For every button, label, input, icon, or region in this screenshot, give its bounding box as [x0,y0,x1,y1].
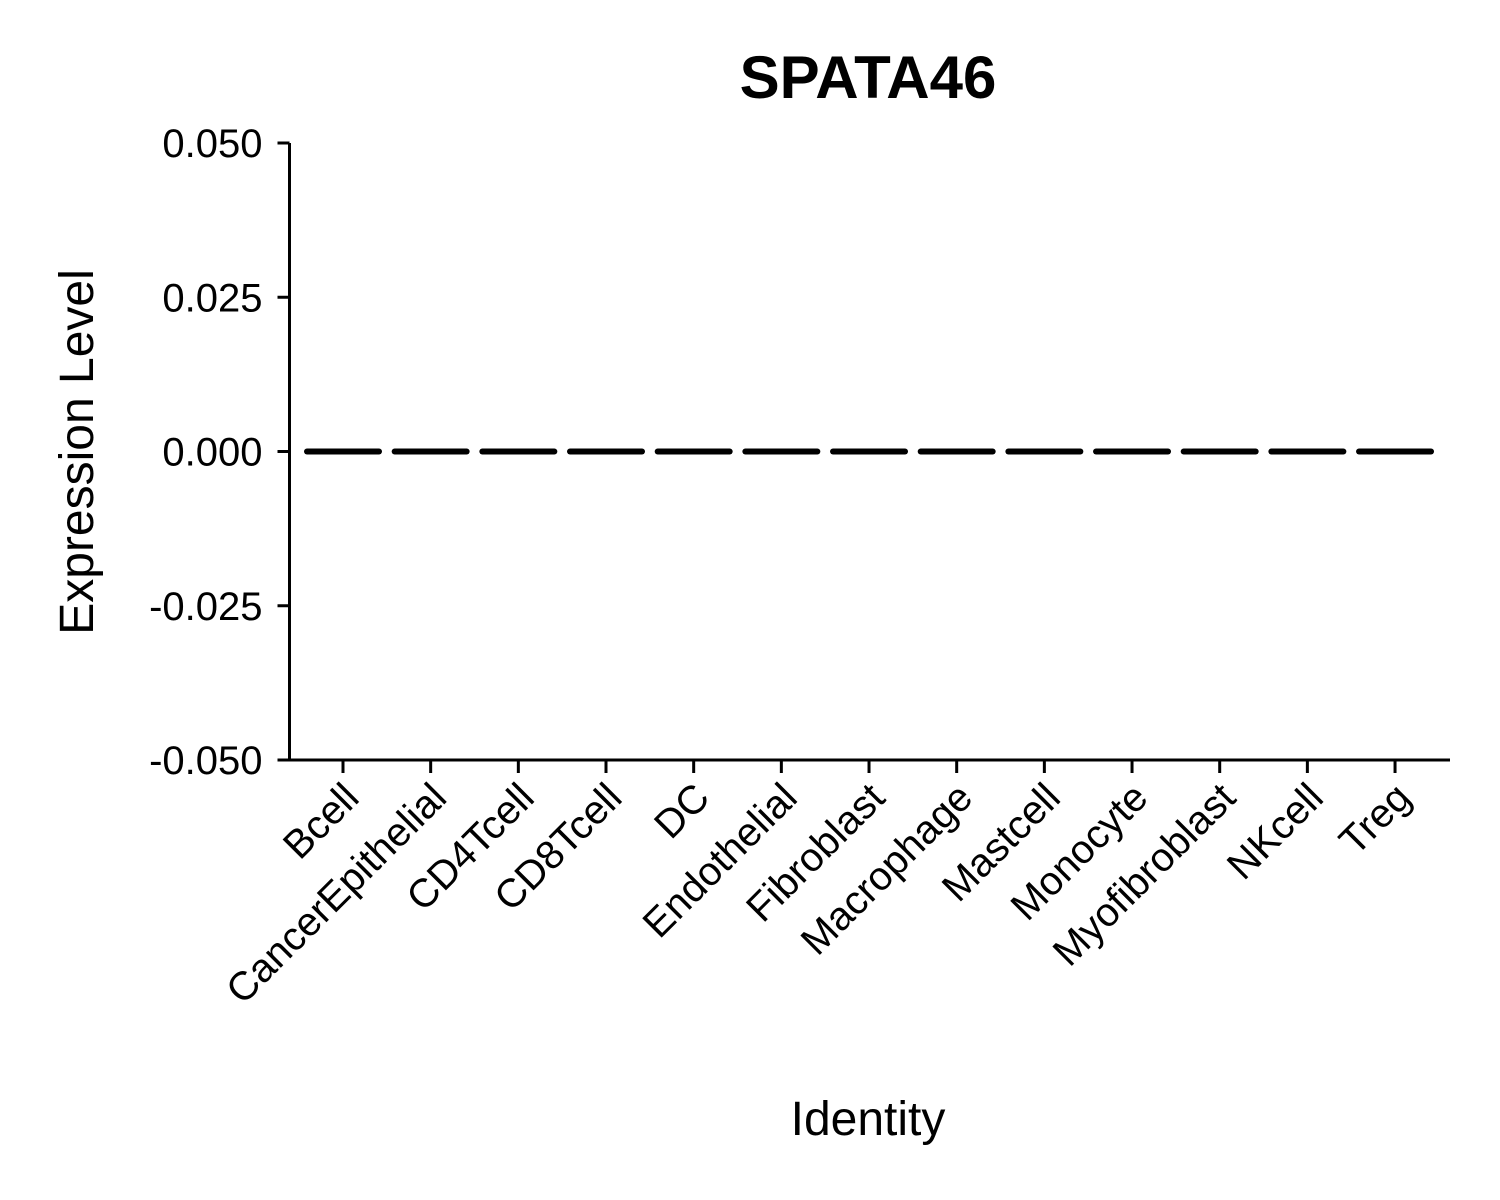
y-tick-label: 0.025 [162,276,262,320]
y-tick-label: -0.025 [149,585,262,629]
y-tick-label: -0.050 [149,739,262,783]
y-axis-title: Expression Level [51,269,104,635]
x-tick-label: NKcell [1219,775,1332,888]
x-axis-title: Identity [791,1093,946,1146]
y-axis-ticks: -0.050 -0.025 0.000 0.025 0.050 [149,122,290,783]
chart-title: SPATA46 [740,44,997,111]
x-tick-label: DC [646,775,718,847]
y-tick-label: 0.050 [162,122,262,166]
y-tick-label: 0.000 [162,431,262,475]
x-tick-label: Treg [1331,775,1419,863]
